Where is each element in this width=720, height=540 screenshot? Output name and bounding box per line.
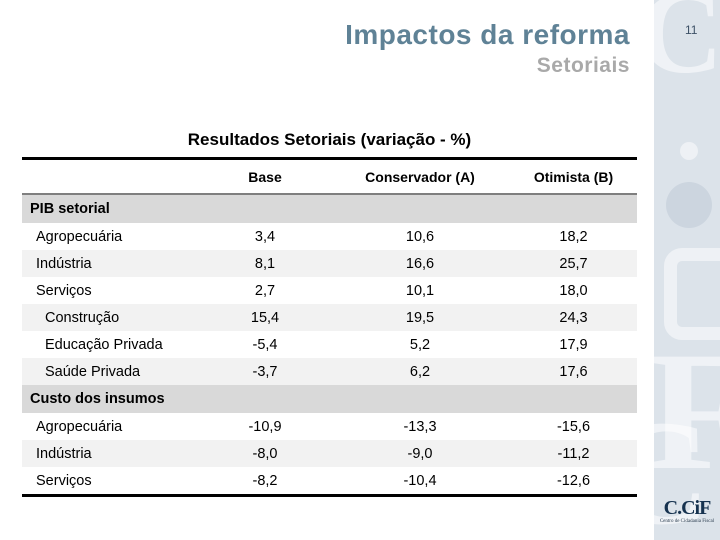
- ccif-logo-text: C.CiF: [663, 497, 712, 519]
- table-row: Agropecuária -10,9 -13,3 -15,6: [22, 413, 637, 440]
- table-header-row: Base Conservador (A) Otimista (B): [22, 160, 637, 195]
- row-value: -5,4: [252, 336, 278, 353]
- table-grid: Base Conservador (A) Otimista (B) PIB se…: [22, 157, 637, 497]
- watermark-circle: [666, 182, 712, 228]
- page-number: 11: [685, 23, 698, 37]
- row-value: 17,6: [559, 363, 588, 380]
- table-row: Educação Privada -5,4 5,2 17,9: [22, 331, 637, 358]
- column-header-otimista: Otimista (B): [533, 168, 614, 185]
- row-value: 3,4: [254, 228, 276, 245]
- column-header-base: Base: [248, 168, 282, 185]
- watermark-roundrect: [664, 248, 720, 340]
- page-title: Impactos da reforma: [345, 19, 630, 50]
- row-value: -10,4: [403, 472, 437, 489]
- table-row: Serviços 2,7 10,1 18,0: [22, 277, 637, 304]
- row-label: Serviços: [36, 472, 92, 489]
- row-value: 24,3: [559, 309, 588, 326]
- row-value: 6,2: [409, 363, 431, 380]
- column-header-conservador: Conservador (A): [365, 168, 475, 185]
- row-value: -15,6: [556, 418, 591, 435]
- row-value: -13,3: [403, 418, 437, 435]
- page-subtitle: Setoriais: [536, 53, 630, 77]
- row-label: Serviços: [36, 282, 92, 299]
- row-label: Indústria: [36, 255, 92, 272]
- table-row: Saúde Privada -3,7 6,2 17,6: [22, 358, 637, 385]
- table-title: Resultados Setoriais (variação - %): [187, 130, 472, 149]
- table-row: Construção 15,4 19,5 24,3: [22, 304, 637, 331]
- row-value: 25,7: [559, 255, 588, 272]
- table-row: Indústria -8,0 -9,0 -11,2: [22, 440, 637, 467]
- row-label: Educação Privada: [45, 336, 163, 353]
- row-value: 5,2: [409, 336, 431, 353]
- row-value: -10,9: [248, 418, 282, 435]
- row-label: Construção: [45, 309, 120, 326]
- watermark-letters-top: C.C: [654, 0, 720, 98]
- watermark-letter-f: F: [654, 317, 720, 505]
- row-value: -8,2: [252, 472, 278, 489]
- watermark-dot: [680, 142, 698, 160]
- row-label: Indústria: [36, 445, 92, 462]
- watermark-letter-c: C: [654, 390, 711, 540]
- row-value: 10,1: [405, 282, 435, 299]
- row-label: Saúde Privada: [45, 363, 141, 380]
- slide-header: Impactos da reforma Setoriais: [345, 19, 630, 78]
- row-value: -3,7: [252, 363, 278, 380]
- row-value: 17,9: [559, 336, 588, 353]
- ccif-logo: C.CiF Centro de Cidadania Fiscal: [654, 498, 720, 524]
- row-value: 10,6: [405, 228, 435, 245]
- table-row: Indústria 8,1 16,6 25,7: [22, 250, 637, 277]
- section-header: Custo dos insumos: [22, 385, 637, 413]
- row-value: 18,0: [559, 282, 588, 299]
- row-value: 2,7: [254, 282, 276, 299]
- row-value: -12,6: [556, 472, 591, 489]
- ccif-logo-tagline: Centro de Cidadania Fiscal: [659, 519, 715, 524]
- row-label: Agropecuária: [36, 418, 123, 435]
- row-value: 19,5: [405, 309, 435, 326]
- sidebar-band: C.C F C 11 C.CiF Centro de Cidadania Fis…: [654, 0, 720, 540]
- table-body: PIB setorial Agropecuária 3,4 10,6 18,2 Indús…: [22, 195, 637, 494]
- results-table: Resultados Setoriais (variação - %) Base…: [22, 130, 637, 497]
- table-row: Agropecuária 3,4 10,6 18,2: [22, 223, 637, 250]
- row-value: -9,0: [407, 445, 433, 462]
- row-value: 16,6: [405, 255, 435, 272]
- row-value: 8,1: [254, 255, 276, 272]
- row-label: Agropecuária: [36, 228, 123, 245]
- row-value: -8,0: [252, 445, 278, 462]
- row-value: -11,2: [557, 445, 590, 462]
- row-value: 18,2: [559, 228, 588, 245]
- table-row: Serviços -8,2 -10,4 -12,6: [22, 467, 637, 494]
- section-header: PIB setorial: [22, 195, 637, 223]
- row-value: 15,4: [250, 309, 280, 326]
